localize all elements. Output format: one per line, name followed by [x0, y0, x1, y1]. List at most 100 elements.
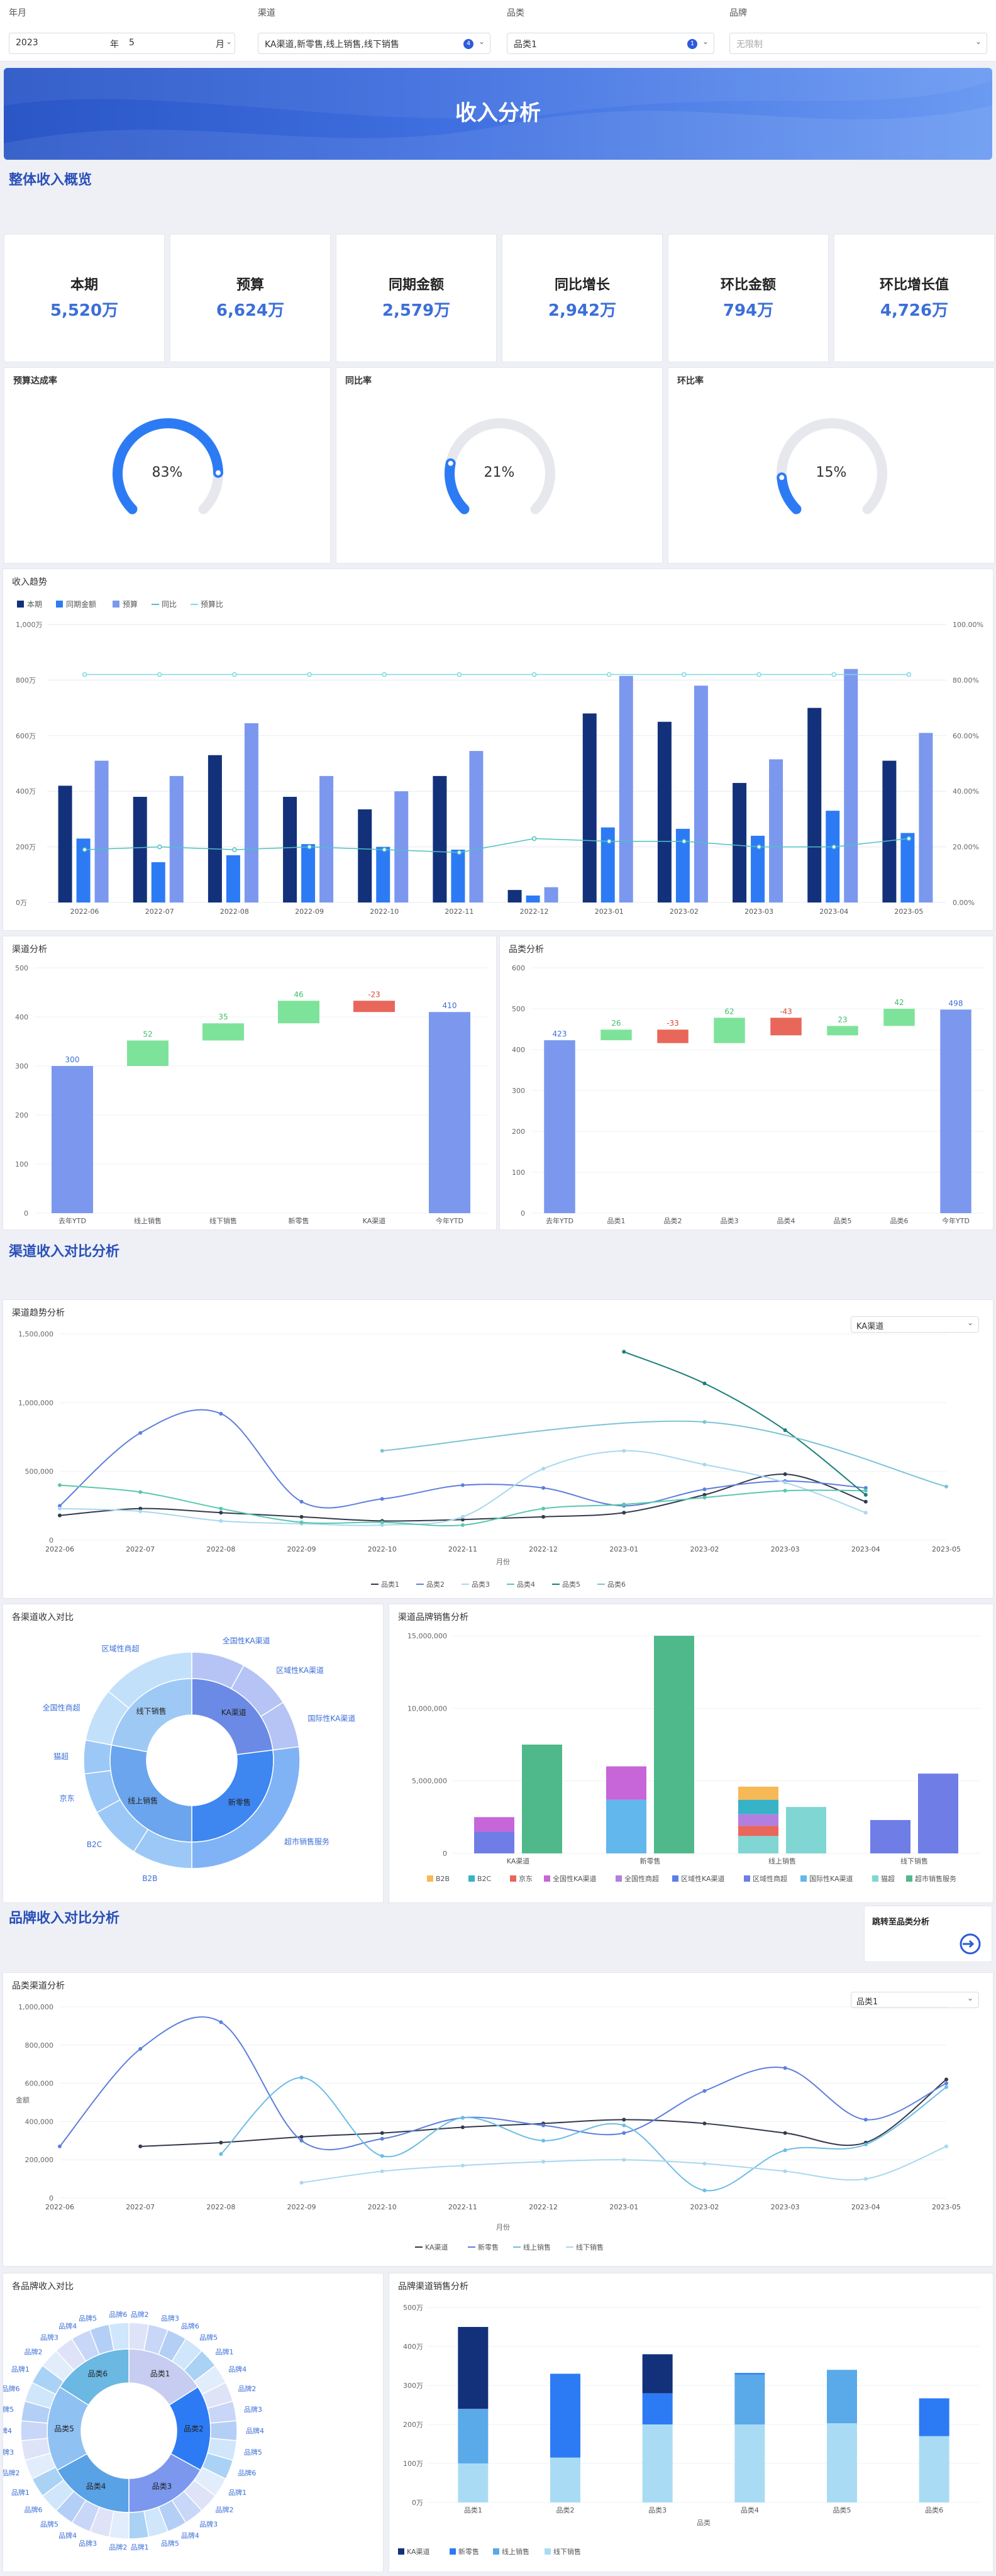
- series-point: [541, 1467, 546, 1471]
- line-point: [157, 672, 162, 677]
- category-trend-select[interactable]: 品类1 ⌄: [851, 1992, 979, 2008]
- data-label: 23: [838, 1015, 847, 1024]
- chart-title: 收入趋势: [12, 577, 47, 587]
- series-point: [138, 2046, 143, 2051]
- series-point: [783, 1480, 787, 1485]
- y2-tick-label: 0.00%: [953, 899, 975, 907]
- line-point: [906, 836, 912, 841]
- channel-trend-chart: 0 500,000 1,000,000 1,500,000 2022-06 2022-07…: [18, 1330, 961, 1589]
- bar: [657, 1030, 689, 1043]
- legend-swatch: [906, 1875, 912, 1882]
- line-point: [831, 844, 836, 850]
- series-point: [702, 2188, 707, 2192]
- kpi-label: 环比金额: [720, 277, 776, 293]
- channel-trend-select[interactable]: KA渠道 ⌄: [851, 1316, 979, 1333]
- series-point: [460, 1523, 465, 1527]
- kpi-card: 预算 6,624万: [170, 234, 331, 362]
- y-tick-label: 400万: [403, 2343, 423, 2351]
- segment-label: 品类4: [86, 2482, 106, 2491]
- x-tick-label: 2023-03: [771, 2203, 800, 2211]
- category-value: 品类1: [514, 40, 537, 50]
- x-tick-label: 品类5: [833, 2506, 851, 2514]
- y-tick-label: 600: [512, 964, 525, 972]
- x-tick-label: 2023-04: [819, 908, 848, 916]
- series-point: [380, 1520, 384, 1524]
- kpi-card: 环比金额 794万: [668, 234, 829, 362]
- bar-同期金额: [226, 855, 240, 902]
- x-tick-label: 新零售: [640, 1857, 661, 1865]
- series-point: [702, 1496, 707, 1500]
- gauge-title: 同比率: [345, 376, 372, 386]
- x-tick-label: 2022-11: [448, 2203, 477, 2211]
- bar: [770, 1018, 802, 1036]
- year-select[interactable]: 2023 年 5 月 ⌄: [9, 33, 235, 54]
- series-point: [541, 2123, 546, 2128]
- series-point: [138, 1506, 143, 1511]
- stack-segment: [734, 2374, 765, 2424]
- outer-label: 超市销售服务: [284, 1837, 329, 1846]
- jump-to-category-button[interactable]: 跳转至品类分析: [864, 1906, 992, 1962]
- channel-analysis-card: 渠道分析 0 100 200 300 400 500 300 去年YTD 52 线上销售 35 线下销…: [3, 936, 497, 1230]
- stack-segment: [827, 2370, 857, 2424]
- series-point: [58, 1483, 62, 1487]
- outer-label: 品牌5: [161, 2539, 179, 2548]
- chart-title: 各品牌收入对比: [12, 2282, 74, 2292]
- series-point: [702, 1419, 707, 1424]
- stack-segment: [738, 1814, 778, 1826]
- y2-tick-label: 20.00%: [953, 843, 979, 852]
- legend-label: 猫超: [881, 1874, 895, 1883]
- series-point: [944, 2081, 948, 2085]
- x-tick-label: 今年YTD: [436, 1216, 463, 1225]
- x-tick-label: 2023-02: [670, 908, 699, 916]
- outer-label: 京东: [60, 1794, 75, 1803]
- segment-label: 线上销售: [128, 1796, 158, 1805]
- stack-segment: [734, 2424, 765, 2502]
- gauge-value: 15%: [816, 465, 847, 480]
- gauge-pointer: [446, 459, 455, 467]
- series-point: [460, 2116, 465, 2120]
- stack-segment: [458, 2463, 489, 2502]
- stack-segment: [458, 2327, 489, 2409]
- x-tick-label: 2022-08: [220, 908, 249, 916]
- kpi-value: 2,942万: [548, 301, 617, 320]
- sunburst-outer-segment: [108, 2322, 130, 2351]
- legend-label: 本期: [27, 600, 42, 609]
- data-label: -33: [667, 1019, 679, 1028]
- gauge-value: 21%: [484, 465, 515, 480]
- stack-segment: [918, 1774, 958, 1853]
- y-tick-label: 0万: [412, 2499, 423, 2507]
- line-point: [607, 839, 612, 844]
- series-line-线上销售: [220, 2077, 947, 2192]
- series-point: [541, 1514, 546, 1519]
- bar-预算: [694, 686, 708, 902]
- legend-label: 品类5: [562, 1580, 580, 1589]
- legend-swatch: [113, 601, 119, 608]
- x-tick-label: 品类2: [556, 2506, 575, 2514]
- y-axis-label: 金额: [16, 2096, 30, 2104]
- outer-label: 品牌6: [238, 2468, 256, 2477]
- data-label: 300: [65, 1055, 80, 1064]
- x-tick-label: 2022-09: [287, 2203, 316, 2211]
- data-label: 35: [218, 1013, 228, 1021]
- outer-label: 品牌4: [246, 2426, 264, 2435]
- outer-label: 区域性KA渠道: [276, 1666, 324, 1675]
- brand-select[interactable]: 无限制 ⌄: [729, 33, 987, 54]
- chevron-down-icon: ⌄: [975, 37, 982, 46]
- line-point: [607, 672, 612, 677]
- line-point: [831, 672, 836, 677]
- kpi-label: 环比增长值: [879, 277, 949, 293]
- kpi-label: 同期金额: [388, 277, 444, 293]
- x-tick-label: 2023-02: [690, 2203, 719, 2211]
- channel-select[interactable]: KA渠道,新零售,线上销售,线下销售 4 ⌄: [258, 33, 490, 54]
- series-point: [58, 2144, 62, 2148]
- stack-segment: [474, 1817, 514, 1832]
- series-point: [299, 2075, 304, 2080]
- select-value: KA渠道: [856, 1322, 884, 1331]
- x-tick-label: 去年YTD: [546, 1216, 573, 1225]
- legend-label: 超市销售服务: [915, 1874, 956, 1883]
- series-line-品类1: [59, 1474, 866, 1522]
- category-select[interactable]: 品类1 1 ⌄: [507, 33, 714, 54]
- legend-swatch: [744, 1875, 750, 1882]
- bar-同期金额: [376, 847, 390, 902]
- y-tick-label: 500: [15, 964, 28, 972]
